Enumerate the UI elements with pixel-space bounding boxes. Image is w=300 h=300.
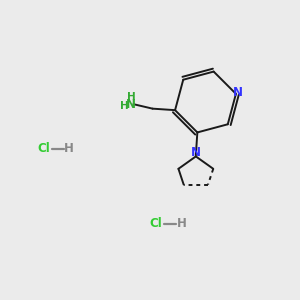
Text: Cl: Cl (37, 142, 50, 155)
Text: N: N (233, 86, 243, 99)
Text: H: H (64, 142, 74, 155)
Text: H: H (127, 92, 135, 102)
Text: Cl: Cl (150, 217, 162, 230)
Text: H: H (177, 217, 186, 230)
Text: N: N (126, 98, 136, 111)
Text: N: N (191, 146, 201, 159)
Text: H: H (120, 101, 129, 111)
